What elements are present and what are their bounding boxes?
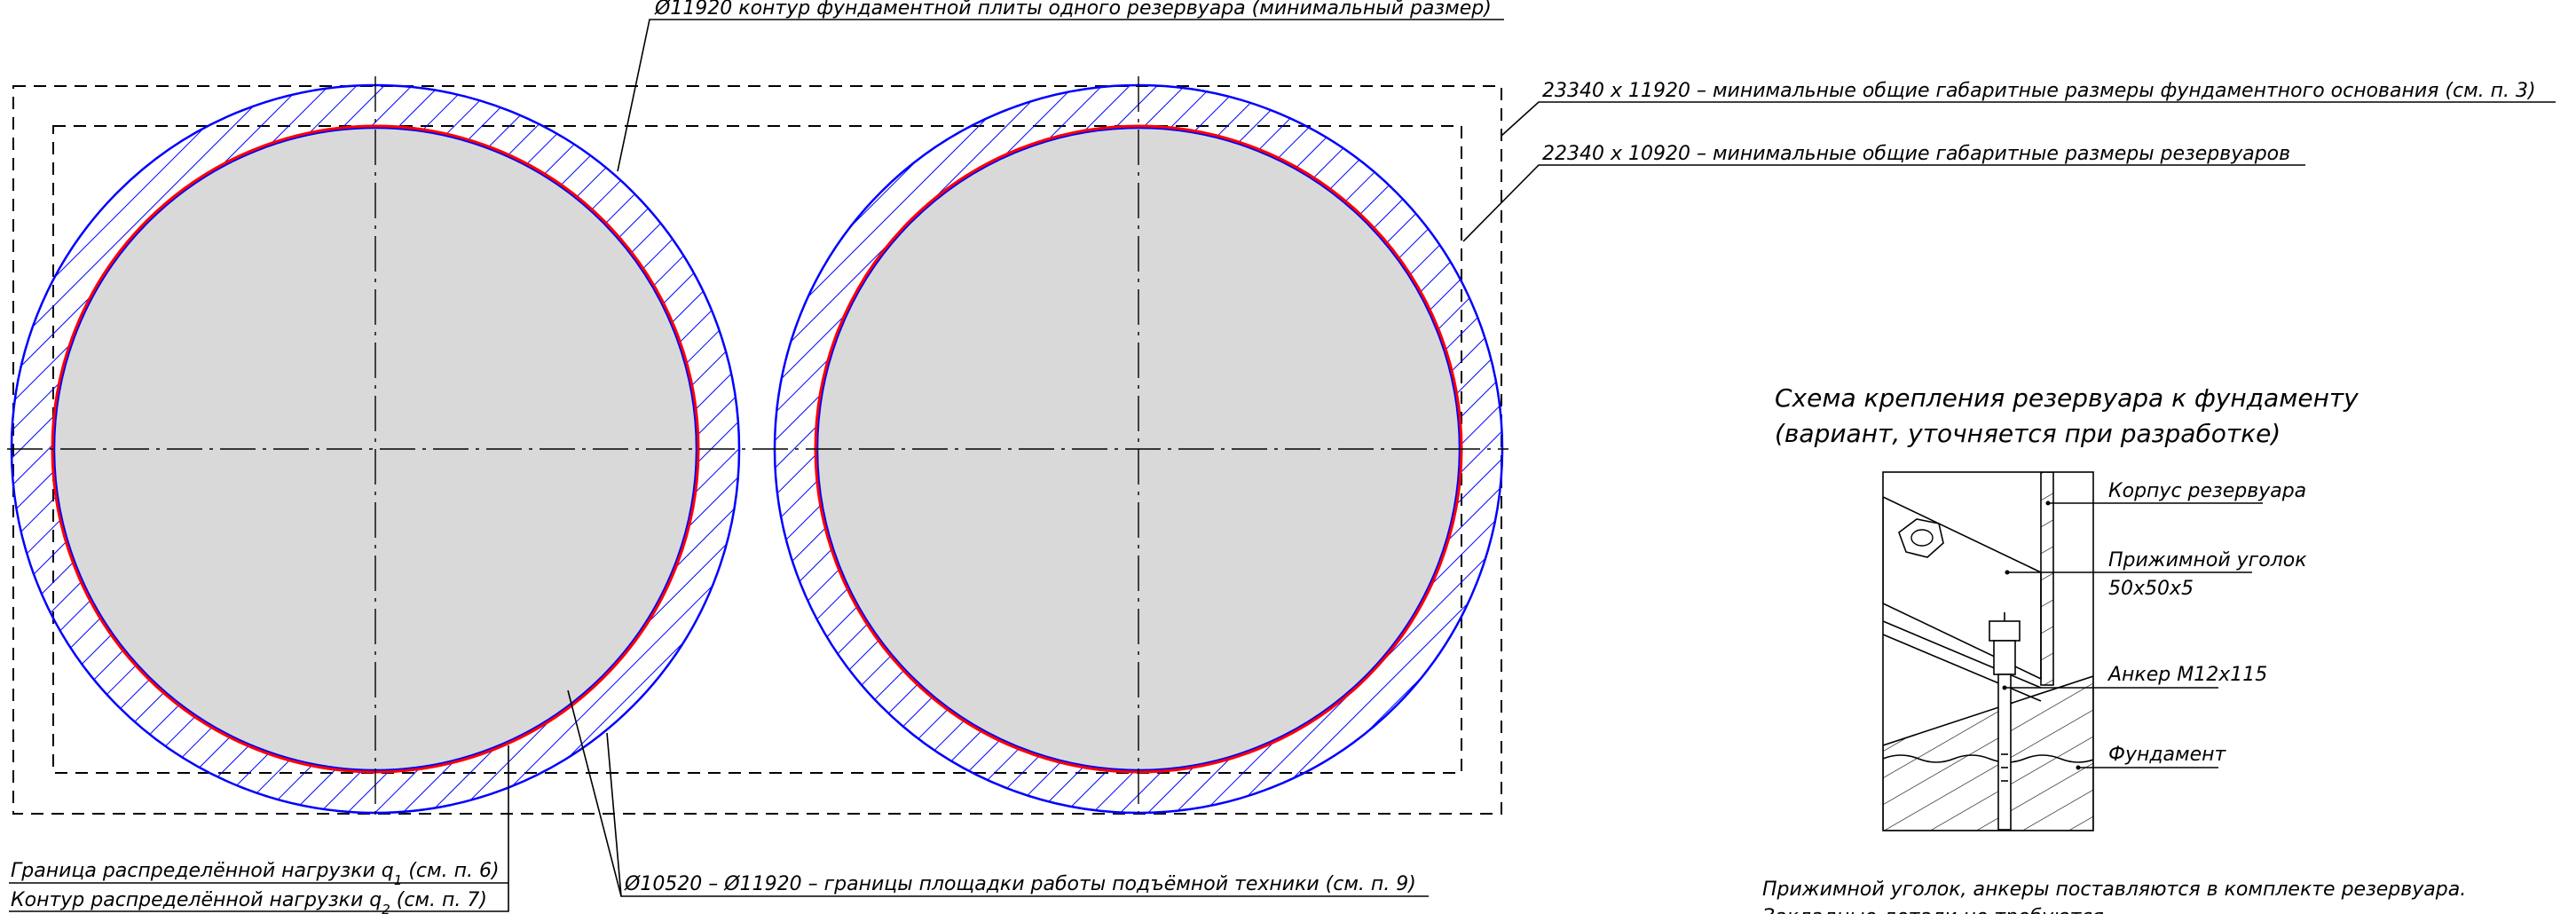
overall-base-label: 23340 x 11920 – минимальные общие габари… xyxy=(1542,80,2536,102)
angle-label: Прижимной уголок xyxy=(2108,549,2307,571)
work-area-label: Ø10520 – Ø11920 – границы площадки работ… xyxy=(624,873,1416,895)
slab-contour-label: Ø11920 контур фундаментной плиты одного … xyxy=(654,0,1492,20)
detail-title-line1: Схема крепления резервуара к фундаменту xyxy=(1775,383,2359,413)
callout-load-q2: Контур распределённой нагрузки q2 (см. п… xyxy=(9,883,509,914)
anchor-nut-icon xyxy=(1989,612,2021,675)
load-q1-label: Граница распределённой нагрузки q1 (см. … xyxy=(11,860,500,888)
load-q2-label: Контур распределённой нагрузки q2 (см. п… xyxy=(11,889,487,914)
anchor-label: Анкер М12x115 xyxy=(2107,664,2267,686)
foundation-label: Фундамент xyxy=(2108,744,2227,766)
detail-view xyxy=(1883,472,2093,831)
footnote-line2: Закладные детали не требуются. xyxy=(1762,906,2110,914)
callout-work-area: Ø10520 – Ø11920 – границы площадки работ… xyxy=(567,689,1429,897)
footnote: Прижимной уголок, анкеры поставляются в … xyxy=(1762,879,2466,914)
fastening-detail: Схема крепления резервуара к фундаменту … xyxy=(1775,383,2359,831)
overall-tanks-label: 22340 x 10920 – минимальные общие габари… xyxy=(1542,143,2290,165)
callout-overall-base: 23340 x 11920 – минимальные общие габари… xyxy=(1501,80,2556,137)
shell-label: Корпус резервуара xyxy=(2108,480,2306,502)
callout-load-q1: Граница распределённой нагрузки q1 (см. … xyxy=(9,745,509,888)
callout-overall-tanks: 22340 x 10920 – минимальные общие габари… xyxy=(1462,143,2305,242)
detail-leaders: Корпус резервуара Прижимной уголок 50x50… xyxy=(2002,480,2307,770)
angle-size-label: 50x50x5 xyxy=(2108,578,2194,600)
detail-title-line2: (вариант, уточняется при разработке) xyxy=(1775,419,2281,448)
callout-slab-contour: Ø11920 контур фундаментной плиты одного … xyxy=(617,0,1504,172)
bolt-head-icon xyxy=(1898,518,1944,558)
footnote-line1: Прижимной уголок, анкеры поставляются в … xyxy=(1762,879,2466,901)
